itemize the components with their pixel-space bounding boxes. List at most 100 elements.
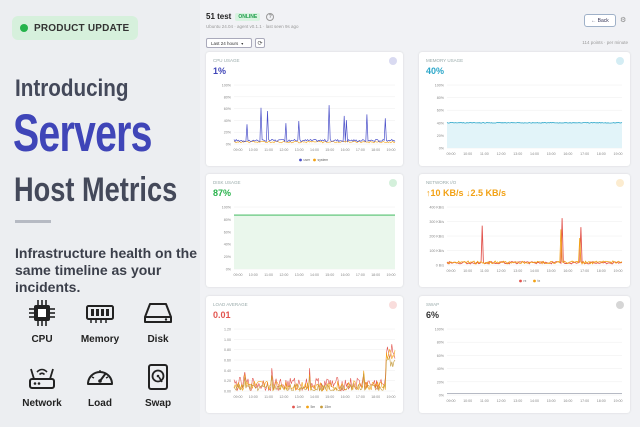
metric-disk: Disk xyxy=(129,298,187,354)
legend-swatch xyxy=(533,279,536,283)
metric-label: CPU xyxy=(31,334,53,345)
x-tick-label: 19:00 xyxy=(614,269,623,273)
card-menu-icon[interactable] xyxy=(616,301,624,309)
card-title: NETWORK I/O xyxy=(426,180,457,185)
x-tick-label: 12:00 xyxy=(497,399,506,403)
x-tick-label: 14:00 xyxy=(310,273,319,277)
product-update-badge: PRODUCT UPDATE xyxy=(12,16,139,40)
metric-swap: Swap xyxy=(129,362,187,418)
gauge-icon xyxy=(87,370,113,385)
x-tick-label: 18:00 xyxy=(371,273,380,277)
y-tick-label: 40% xyxy=(437,121,445,125)
card-menu-icon[interactable] xyxy=(389,301,397,309)
legend-swatch xyxy=(519,279,522,283)
x-tick-label: 10:00 xyxy=(463,269,472,273)
help-icon[interactable]: ? xyxy=(266,12,275,21)
metric-label: Network xyxy=(22,398,62,409)
heading-intro: Introducing xyxy=(15,75,129,102)
x-tick-label: 12:00 xyxy=(497,269,506,273)
gear-icon[interactable]: ⚙ xyxy=(620,17,627,24)
y-tick-label: 300 KB/s xyxy=(429,220,444,224)
x-tick-label: 17:00 xyxy=(356,148,365,152)
x-tick-label: 16:00 xyxy=(563,152,572,156)
back-button[interactable]: ← Back xyxy=(584,14,616,27)
x-tick-label: 11:00 xyxy=(480,399,489,403)
legend-label: rx xyxy=(524,279,527,283)
x-tick-label: 09:00 xyxy=(447,399,456,403)
refresh-button[interactable]: ⟳ xyxy=(255,38,265,48)
x-tick-label: 16:00 xyxy=(341,148,350,152)
x-tick-label: 19:00 xyxy=(387,395,396,399)
x-tick-label: 10:00 xyxy=(463,399,472,403)
y-tick-label: 20% xyxy=(224,131,232,135)
legend-label: tx xyxy=(538,279,541,283)
card-title: CPU USAGE xyxy=(213,58,240,63)
y-tick-label: 0.60 xyxy=(224,359,231,363)
y-tick-label: 0.20 xyxy=(224,379,231,383)
y-tick-label: 100% xyxy=(435,328,445,332)
x-tick-label: 09:00 xyxy=(447,152,456,156)
y-tick-label: 80% xyxy=(224,95,232,99)
metric-icons-grid: CPU Memory Disk Network Load Swap xyxy=(13,298,193,418)
y-tick-label: 0 B/s xyxy=(436,264,444,268)
y-tick-label: 80% xyxy=(437,341,445,345)
legend-label: system xyxy=(318,158,329,162)
card-value: 0.01 xyxy=(213,310,231,320)
badge-label: PRODUCT UPDATE xyxy=(34,22,130,34)
heading-main: Servers xyxy=(13,104,152,163)
legend-label: 1m xyxy=(297,405,302,409)
x-tick-label: 19:00 xyxy=(387,148,396,152)
card-menu-icon[interactable] xyxy=(616,57,624,65)
metric-card-disk: DISK USAGE 87% 100% 80% 60% 40% 20% 0% 09:00 10:0… xyxy=(206,174,403,287)
metric-card-swap: SWAP 6% 100% 80% 60% 40% 20% 0% 09:00 10:00 11:00 1… xyxy=(419,296,630,413)
x-tick-label: 19:00 xyxy=(614,399,623,403)
metric-label: Swap xyxy=(144,398,172,409)
x-tick-label: 19:00 xyxy=(614,152,623,156)
promo-panel: PRODUCT UPDATE Introducing Servers Host … xyxy=(0,0,200,427)
x-tick-label: 13:00 xyxy=(295,273,304,277)
metric-label: Memory xyxy=(80,334,120,345)
card-menu-icon[interactable] xyxy=(616,179,624,187)
card-menu-icon[interactable] xyxy=(389,57,397,65)
x-tick-label: 15:00 xyxy=(325,273,334,277)
x-tick-label: 11:00 xyxy=(264,273,273,277)
card-plot: 100% 80% 60% 40% 20% 0%09:00 10:00 11:00 12:00 13… xyxy=(435,84,623,157)
x-tick-label: 12:00 xyxy=(497,152,506,156)
legend-swatch xyxy=(320,405,323,409)
x-tick-label: 11:00 xyxy=(480,269,489,273)
x-tick-label: 09:00 xyxy=(234,148,243,152)
legend-swatch xyxy=(313,158,316,162)
x-tick-label: 18:00 xyxy=(597,152,606,156)
series-line-memory xyxy=(446,121,623,124)
status-dot xyxy=(20,24,28,32)
x-tick-label: 13:00 xyxy=(295,148,304,152)
x-tick-label: 10:00 xyxy=(249,395,258,399)
card-title: SWAP xyxy=(426,302,440,307)
y-tick-label: 100% xyxy=(435,84,445,88)
x-tick-label: 17:00 xyxy=(356,395,365,399)
metric-card-cpu: CPU USAGE 1% 100% 80% 60% 40% 20% 0% 09:00 10:00 1… xyxy=(206,52,403,166)
x-tick-label: 17:00 xyxy=(580,152,589,156)
time-range-select[interactable]: Last 24 hours ▾ xyxy=(206,38,252,48)
x-tick-label: 13:00 xyxy=(513,399,522,403)
y-tick-label: 0.40 xyxy=(224,369,231,373)
card-menu-icon[interactable] xyxy=(389,179,397,187)
x-tick-label: 18:00 xyxy=(597,399,606,403)
swap-icon xyxy=(148,364,168,390)
status-badge: ONLINE xyxy=(235,12,261,21)
x-tick-label: 18:00 xyxy=(371,395,380,399)
metric-memory: Memory xyxy=(71,298,129,354)
y-tick-label: 0.00 xyxy=(224,390,231,394)
x-tick-label: 15:00 xyxy=(547,152,556,156)
x-tick-label: 17:00 xyxy=(356,273,365,277)
series-line-load-3 xyxy=(233,355,396,393)
y-tick-label: 60% xyxy=(437,109,445,113)
x-tick-label: 09:00 xyxy=(234,395,243,399)
series-line-tx xyxy=(446,229,623,265)
card-value: 6% xyxy=(426,310,440,320)
y-tick-label: 0% xyxy=(226,143,232,147)
x-tick-label: 18:00 xyxy=(597,269,606,273)
x-tick-label: 14:00 xyxy=(530,269,539,273)
series-area-memory xyxy=(447,122,622,148)
chevron-down-icon: ▾ xyxy=(241,40,244,46)
